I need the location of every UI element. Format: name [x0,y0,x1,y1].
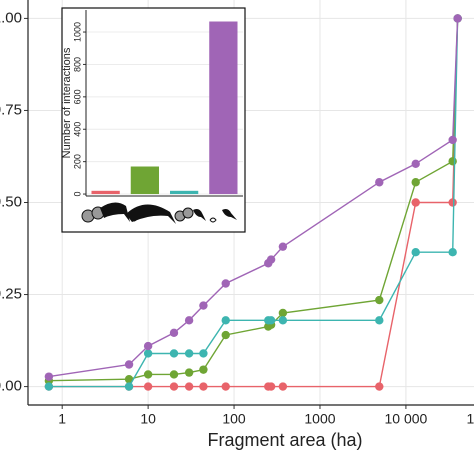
data-point [143,349,153,358]
data-point [278,382,288,391]
data-point [221,279,230,288]
data-point [184,368,194,377]
data-point [184,382,194,391]
data-point [143,370,153,379]
bar [209,21,238,195]
y-tick-label: 200 [72,154,82,169]
series-line [48,18,459,388]
data-point [169,328,179,338]
y-tick-label: 1000 [72,22,82,42]
data-point [199,349,208,358]
data-point [448,198,457,207]
x-tick-label: 100 000 [467,411,474,427]
data-point [221,330,230,340]
data-point [266,255,276,264]
data-point [124,382,134,391]
data-point [184,349,194,358]
inset-plot: 0 200 400 600 800 1000 Number of interactions [61,7,246,233]
x-tick-label: 10 [140,411,156,427]
y-axis-label: Number of interactions [61,47,73,158]
x-tick-label: 1 [58,411,66,427]
data-point [375,178,384,187]
y-tick-label: 0.00 [0,378,22,395]
data-point [278,242,288,251]
y-tick-label: 400 [72,122,82,137]
y-tick-label: 0.25 [0,286,22,303]
data-point [411,159,420,169]
bar [169,190,199,195]
data-point [199,301,208,310]
x-tick-label: 1000 [304,411,335,427]
data-point [169,349,179,358]
data-point [184,316,194,325]
data-point [453,14,462,23]
data-point [44,382,54,391]
data-point [448,157,457,166]
series-line [48,18,459,388]
data-point [375,316,384,325]
data-point [199,382,208,391]
x-axis-label: Fragment area (ha) [207,430,362,450]
x-tick-label: 10 000 [384,411,427,427]
data-point [124,360,134,369]
series-line [48,18,459,382]
y-tick-label: 600 [72,89,82,104]
data-point [143,341,153,351]
y-tick-label: 0 [72,192,82,197]
bar [91,190,120,195]
data-point [169,382,179,391]
data-point [278,308,288,318]
data-point [266,382,276,391]
data-point [124,375,134,384]
data-point [169,370,179,379]
bar [130,166,160,195]
data-point [375,295,384,305]
data-point [411,178,420,187]
data-point [448,248,457,257]
y-tick-label: 1.00 [0,9,22,26]
series-line [48,18,459,378]
data-point [375,382,384,391]
data-point [221,382,230,391]
data-point [221,316,230,325]
data-point [278,316,288,325]
y-tick-label: 0.50 [0,193,22,210]
x-tick-label: 100 [222,411,246,427]
animal-icons [81,202,237,224]
data-point [266,316,276,325]
data-point [411,198,420,207]
data-point [448,135,457,145]
data-point [411,248,420,257]
y-tick-label: 800 [72,57,82,72]
data-point [44,372,54,381]
y-tick-label: 0.75 [0,101,22,118]
data-point [199,365,208,374]
data-point [143,382,153,391]
